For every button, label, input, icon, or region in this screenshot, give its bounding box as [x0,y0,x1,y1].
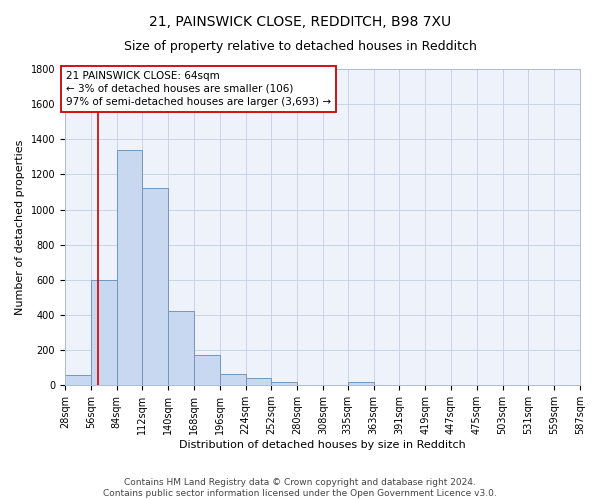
Bar [116,150,142,385]
Bar [65,374,91,385]
Y-axis label: Number of detached properties: Number of detached properties [15,140,25,315]
Text: Size of property relative to detached houses in Redditch: Size of property relative to detached ho… [124,40,476,53]
Bar [194,356,220,385]
Text: 21, PAINSWICK CLOSE, REDDITCH, B98 7XU: 21, PAINSWICK CLOSE, REDDITCH, B98 7XU [149,15,451,29]
Bar [142,188,168,385]
Bar [91,280,116,385]
Text: Contains HM Land Registry data © Crown copyright and database right 2024.
Contai: Contains HM Land Registry data © Crown c… [103,478,497,498]
Bar [271,382,297,385]
X-axis label: Distribution of detached houses by size in Redditch: Distribution of detached houses by size … [179,440,466,450]
Bar [348,382,374,385]
Text: 21 PAINSWICK CLOSE: 64sqm
← 3% of detached houses are smaller (106)
97% of semi-: 21 PAINSWICK CLOSE: 64sqm ← 3% of detach… [66,71,331,107]
Bar [168,312,194,385]
Bar [245,378,271,385]
Bar [220,374,245,385]
